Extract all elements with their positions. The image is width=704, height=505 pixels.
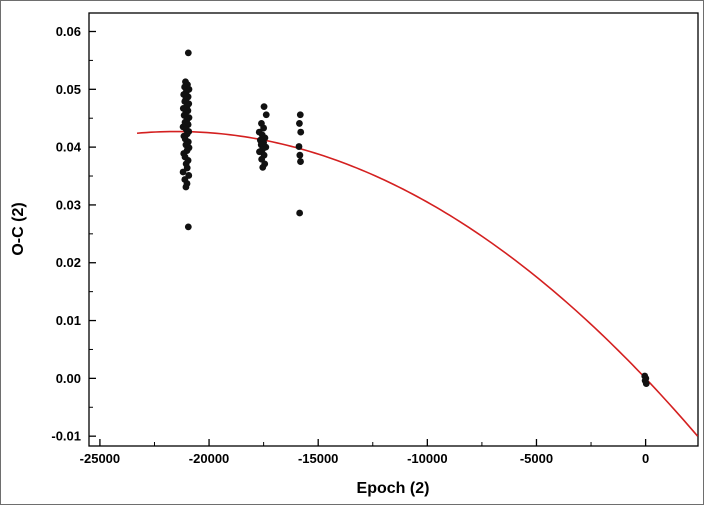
- x-tick-label: -15000: [298, 451, 338, 466]
- data-point: [184, 49, 192, 57]
- data-point: [297, 158, 304, 165]
- y-tick-label: 0.00: [56, 371, 81, 386]
- x-tick-label: 0: [642, 451, 649, 466]
- y-tick-label: 0.06: [56, 24, 81, 39]
- y-tick-label: 0.03: [56, 197, 81, 212]
- plot-border: [88, 12, 699, 447]
- data-point: [259, 163, 267, 171]
- plot-frame: -25000 -20000 -15000 -10000 -5000 0 -0.01 0.00 0…: [51, 12, 699, 466]
- x-tick-label: -25000: [80, 451, 120, 466]
- data-points: [179, 49, 650, 387]
- fit-curve: [136, 130, 698, 437]
- data-point: [179, 168, 187, 176]
- x-tick-label: -5000: [520, 451, 553, 466]
- y-tick-label: -0.01: [51, 429, 81, 444]
- y-tick-label: 0.02: [56, 255, 81, 270]
- data-point: [182, 183, 190, 191]
- data-point: [297, 128, 305, 136]
- data-point: [295, 143, 303, 150]
- data-point: [260, 103, 268, 111]
- data-point: [184, 223, 192, 231]
- data-point: [262, 111, 270, 119]
- x-tick-label: -20000: [189, 451, 229, 466]
- x-tick-label: -10000: [407, 451, 447, 466]
- x-axis-label: Epoch (2): [357, 480, 430, 497]
- y-tick-label: 0.04: [56, 140, 82, 155]
- fit-curve-path: [136, 130, 698, 437]
- data-point: [296, 209, 304, 217]
- data-point: [642, 380, 650, 387]
- data-point: [296, 111, 304, 119]
- data-point: [260, 124, 268, 132]
- y-tick-label: 0.05: [56, 82, 81, 97]
- y-tick-label: 0.01: [56, 313, 81, 328]
- y-axis-label: O-C (2): [10, 202, 27, 255]
- data-point: [296, 151, 304, 159]
- data-point: [296, 120, 303, 127]
